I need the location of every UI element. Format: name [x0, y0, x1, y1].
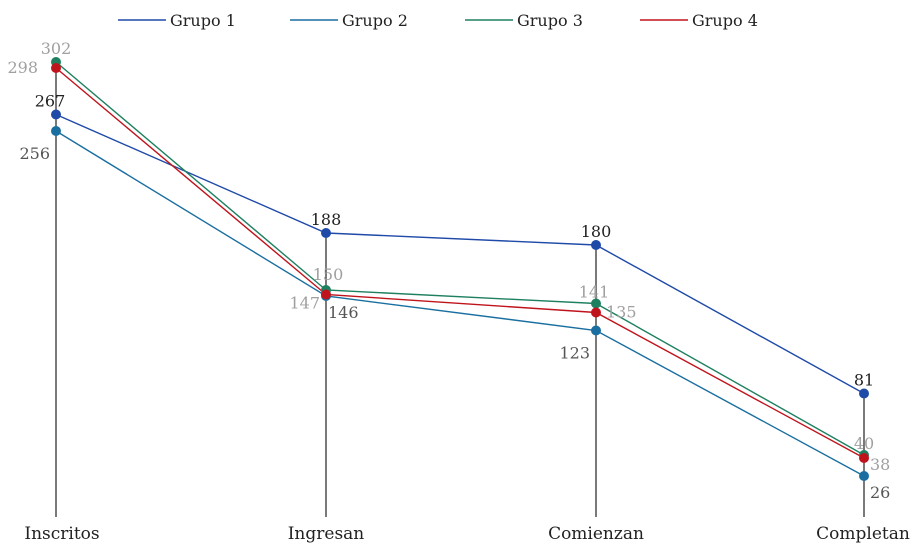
data-points — [51, 57, 869, 481]
series-line-grupo-1 — [55, 113, 865, 395]
data-labels: 267 188 180 81 256 146 123 26 302 150 141 40 298 147 1… — [7, 39, 890, 502]
data-label-grupo-1-inscritos: 267 — [35, 92, 66, 111]
legend-item-grupo-2: Grupo 2 — [290, 11, 408, 30]
data-label-grupo-3-comienzan: 141 — [579, 283, 610, 302]
data-label-grupo-4-inscritos: 298 — [7, 58, 38, 77]
point-grupo-3-comienzan — [591, 298, 601, 309]
tick-label-inscritos: Inscritos — [24, 524, 99, 544]
category-lines — [55, 62, 865, 517]
data-label-grupo-2-comienzan: 123 — [559, 344, 590, 363]
point-grupo-1-comienzan — [591, 240, 601, 250]
point-grupo-2-completan — [859, 471, 869, 481]
series-line-grupo-4 — [55, 67, 865, 459]
point-grupo-1-ingresan — [321, 228, 331, 238]
legend-item-grupo-4: Grupo 4 — [640, 11, 758, 30]
legend-item-grupo-3: Grupo 3 — [465, 11, 583, 30]
data-label-grupo-3-ingresan: 150 — [313, 265, 344, 284]
data-label-grupo-3-inscritos: 302 — [41, 39, 72, 58]
point-grupo-2-inscritos — [51, 126, 61, 136]
data-label-grupo-4-completan: 38 — [870, 455, 890, 474]
data-label-grupo-2-ingresan: 146 — [328, 303, 359, 322]
data-label-grupo-4-ingresan: 147 — [289, 294, 320, 313]
tick-label-comienzan: Comienzan — [548, 524, 644, 544]
point-grupo-4-inscritos — [51, 63, 61, 73]
series-line-grupo-3 — [55, 61, 865, 456]
point-grupo-4-ingresan — [321, 289, 331, 300]
legend: Grupo 1 Grupo 2 Grupo 3 Grupo 4 — [118, 11, 758, 30]
point-grupo-2-comienzan — [591, 325, 601, 336]
tick-label-ingresan: Ingresan — [288, 524, 365, 544]
x-axis-tick-labels: Inscritos Ingresan Comienzan Completan — [24, 524, 910, 544]
tick-label-completan: Completan — [816, 524, 910, 544]
legend-label-grupo-3: Grupo 3 — [517, 11, 583, 30]
series-lines — [55, 61, 865, 477]
point-grupo-1-inscritos — [51, 109, 61, 120]
data-label-grupo-4-comienzan: 135 — [606, 303, 637, 322]
legend-item-grupo-1: Grupo 1 — [118, 11, 236, 30]
legend-label-grupo-1: Grupo 1 — [170, 11, 236, 30]
point-grupo-4-completan — [859, 453, 869, 463]
data-label-grupo-1-ingresan: 188 — [311, 210, 342, 229]
point-grupo-1-completan — [859, 388, 869, 399]
data-label-grupo-1-comienzan: 180 — [581, 222, 612, 241]
data-label-grupo-3-completan: 40 — [854, 434, 874, 453]
legend-label-grupo-2: Grupo 2 — [342, 11, 408, 30]
data-label-grupo-2-inscritos: 256 — [19, 144, 50, 163]
data-label-grupo-2-completan: 26 — [870, 483, 890, 502]
series-line-grupo-2 — [55, 130, 865, 477]
data-label-grupo-1-completan: 81 — [854, 371, 874, 390]
point-grupo-4-comienzan — [591, 307, 601, 318]
legend-label-grupo-4: Grupo 4 — [692, 11, 758, 30]
